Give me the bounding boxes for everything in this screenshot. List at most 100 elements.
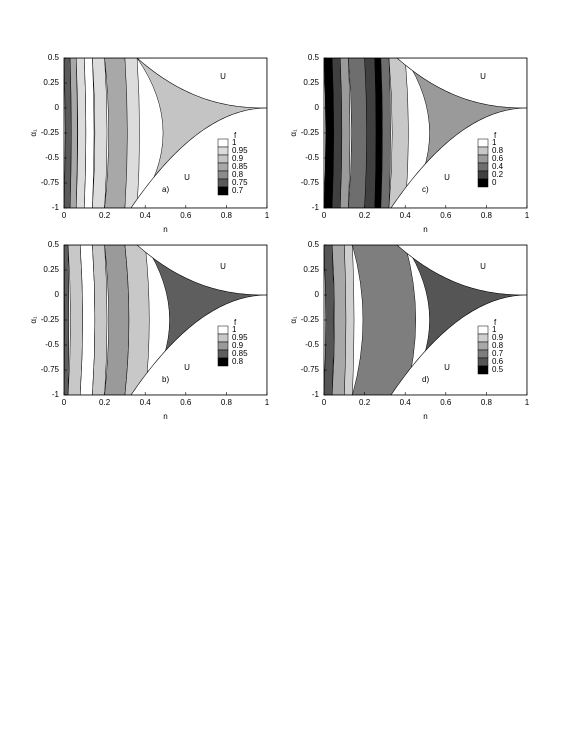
x-tick-label: 0.4: [140, 211, 152, 220]
contour-region: [104, 245, 130, 395]
legend-swatch: [477, 365, 489, 375]
contour-region: [374, 58, 383, 208]
legend-swatch: [477, 146, 489, 156]
x-tick-label: 0.8: [221, 398, 233, 407]
region-label: U: [444, 363, 450, 372]
region-label: U: [220, 262, 226, 271]
legend-title: f: [234, 318, 237, 327]
unphysical-region: [396, 245, 527, 296]
legend-swatch: [477, 357, 489, 367]
panel-label: a): [162, 185, 169, 194]
contour-region: [124, 245, 150, 395]
x-tick-label: 0.4: [400, 211, 412, 220]
legend-swatch: [477, 349, 489, 359]
legend-label: 0.9: [232, 341, 244, 350]
y-tick-label: -0.75: [41, 365, 60, 374]
legend-title: f: [494, 318, 497, 327]
contour-region: [331, 58, 343, 208]
x-tick-label: 1: [525, 398, 530, 407]
x-tick-label: 0.4: [400, 398, 412, 407]
legend-label: 0.8: [232, 357, 244, 366]
x-tick-label: 1: [265, 398, 270, 407]
panel: 0 0.2 0.4 0.6 0.8 10.50.250-0.25-0.5-0.75-1nα…: [29, 53, 270, 234]
y-tick-label: 0: [315, 290, 320, 299]
contour-region: [339, 58, 351, 208]
y-tick-label: 0.5: [308, 240, 320, 249]
contour-region: [75, 58, 87, 208]
legend-swatch: [477, 341, 489, 351]
legend-label: 0.6: [492, 154, 504, 163]
y-tick-label: -1: [52, 390, 60, 399]
legend-label: 1: [492, 325, 497, 334]
x-tick-label: 0.4: [140, 398, 152, 407]
x-tick-label: 0: [322, 211, 327, 220]
region-label: U: [480, 262, 486, 271]
x-tick-label: 0.8: [481, 398, 493, 407]
legend-swatch: [477, 325, 489, 335]
panel: 0 0.2 0.4 0.6 0.8 10.50.250-0.25-0.5-0.75-1nα…: [29, 240, 270, 421]
legend-swatch: [217, 154, 229, 164]
legend-label: 0.95: [232, 146, 248, 155]
legend-swatch: [477, 154, 489, 164]
legend-swatch: [477, 138, 489, 148]
x-tick-label: 0.2: [359, 398, 371, 407]
contour-region: [104, 58, 130, 208]
contour-region: [364, 58, 378, 208]
y-axis-label: α₁: [289, 129, 298, 137]
y-axis-label: α₁: [29, 129, 38, 137]
contour-region: [69, 58, 78, 208]
legend-label: 0: [492, 178, 497, 187]
legend-label: 0.6: [492, 357, 504, 366]
legend-label: 1: [232, 325, 237, 334]
y-tick-label: 0.5: [308, 53, 320, 62]
contour-region: [331, 245, 347, 395]
x-tick-label: 0.2: [99, 211, 111, 220]
y-tick-label: -0.25: [301, 315, 320, 324]
legend-swatch: [477, 170, 489, 180]
contour-region: [92, 58, 108, 208]
y-tick-label: 0.5: [48, 240, 60, 249]
y-tick-label: 0: [55, 290, 60, 299]
legend-label: 0.95: [232, 333, 248, 342]
contour-region: [344, 245, 355, 395]
legend-label: 0.85: [232, 349, 248, 358]
legend-label: 1: [232, 138, 237, 147]
y-tick-label: -0.25: [41, 128, 60, 137]
y-tick-label: -0.75: [301, 365, 320, 374]
y-tick-label: -0.25: [41, 315, 60, 324]
panel-label: b): [162, 375, 169, 384]
y-tick-label: 0.25: [43, 265, 59, 274]
legend-swatch: [217, 162, 229, 172]
legend-swatch: [217, 186, 229, 196]
y-tick-label: -1: [52, 203, 60, 212]
unphysical-region: [136, 58, 267, 109]
unphysical-region: [396, 58, 527, 109]
legend-label: 0.7: [232, 186, 244, 195]
panel-label: d): [422, 375, 429, 384]
x-tick-label: 0.8: [481, 211, 493, 220]
legend-swatch: [217, 349, 229, 359]
y-tick-label: 0: [55, 103, 60, 112]
panel: 0 0.2 0.4 0.6 0.8 10.50.250-0.25-0.5-0.75-1nα…: [289, 53, 530, 234]
x-tick-label: 0.6: [180, 211, 192, 220]
contour-region: [124, 58, 140, 208]
legend-swatch: [477, 162, 489, 172]
region-label: U: [444, 173, 450, 182]
legend-label: 0.8: [492, 341, 504, 350]
y-tick-label: -0.5: [45, 153, 59, 162]
contour-area: [324, 58, 527, 208]
unphysical-region: [390, 107, 527, 208]
x-tick-label: 0: [62, 211, 67, 220]
legend-label: 0.2: [492, 170, 504, 179]
y-tick-label: 0.25: [43, 78, 59, 87]
legend-swatch: [477, 333, 489, 343]
legend-swatch: [217, 138, 229, 148]
contour-region: [92, 245, 108, 395]
y-tick-label: -0.75: [41, 178, 60, 187]
contour-region: [67, 245, 83, 395]
x-tick-label: 0.2: [99, 398, 111, 407]
y-tick-label: -0.5: [305, 340, 319, 349]
y-tick-label: 0.25: [303, 78, 319, 87]
y-tick-label: -0.5: [305, 153, 319, 162]
